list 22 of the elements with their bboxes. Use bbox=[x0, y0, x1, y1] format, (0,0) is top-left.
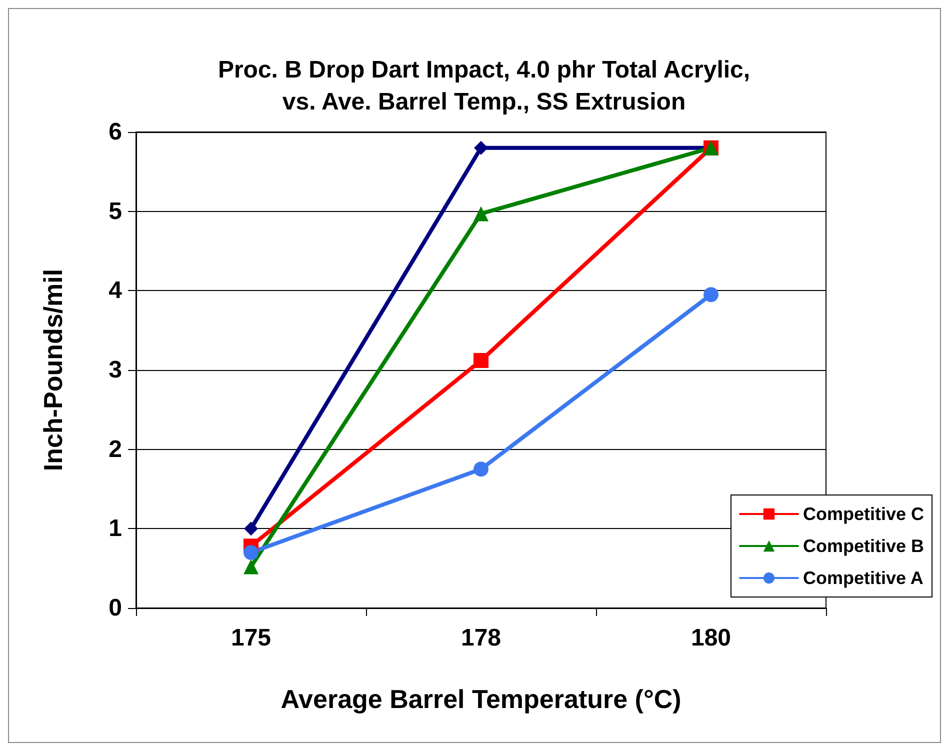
y-tick-label: 1 bbox=[108, 515, 122, 542]
x-tick-label: 175 bbox=[230, 624, 272, 652]
legend-label: Competitive B bbox=[802, 536, 924, 556]
x-tick-label: 180 bbox=[690, 624, 732, 652]
point bbox=[474, 462, 488, 477]
legend-label: Competitive C bbox=[802, 504, 924, 524]
y-tick-label: 4 bbox=[108, 277, 123, 304]
y-tick-label: 2 bbox=[108, 436, 122, 463]
x-axis-title: Average Barrel Temperature (°C) bbox=[280, 684, 682, 714]
legend-label: Competitive A bbox=[802, 568, 924, 588]
point bbox=[244, 544, 258, 560]
y-tick-label: 3 bbox=[108, 356, 122, 384]
point bbox=[474, 352, 488, 368]
y-tick-label: 6 bbox=[108, 118, 122, 146]
point bbox=[244, 522, 258, 536]
x-tick-label: 178 bbox=[460, 624, 502, 652]
chart-title: Proc. B Drop Dart Impact, 4.0 phr Total Acrylic, vs. Ave. Barrel Temp., SS Extrusion bbox=[218, 56, 750, 116]
y-tick-label: 0 bbox=[108, 594, 122, 622]
y-tick-label: 5 bbox=[108, 198, 122, 225]
point bbox=[704, 287, 718, 302]
y-axis-title: Inch-Pounds/mil bbox=[38, 268, 68, 472]
point bbox=[474, 140, 488, 155]
